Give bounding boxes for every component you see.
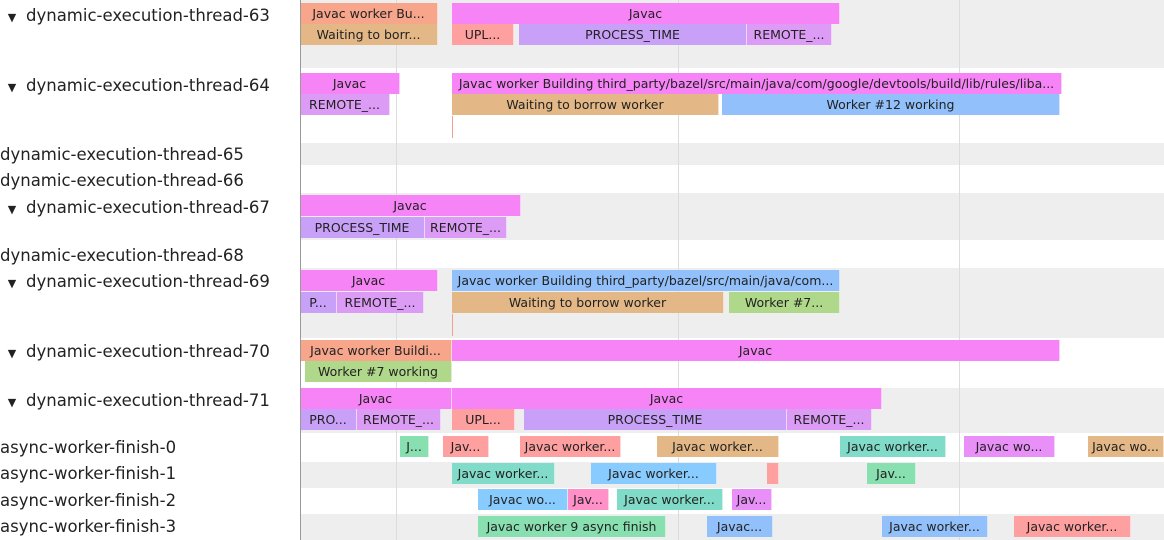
triangle-down-icon[interactable]: ▼ (7, 11, 17, 24)
trace-slice[interactable]: UPL... (452, 409, 515, 430)
trace-slice[interactable]: P... (300, 292, 337, 313)
trace-slice[interactable]: Javac worker Building third_party/bazel/… (452, 73, 1062, 94)
track-label-text: dynamic-execution-thread-67 (26, 198, 270, 217)
trace-slice[interactable]: Javac (452, 3, 840, 24)
track-label[interactable]: dynamic-execution-thread-66 (0, 171, 244, 191)
trace-slice[interactable]: Jav... (867, 463, 916, 484)
trace-slice[interactable]: Javac wo... (1088, 436, 1164, 457)
track-band (301, 165, 1164, 193)
trace-slice[interactable]: Javac worker Bu... (300, 3, 438, 24)
track-label-text: dynamic-execution-thread-71 (26, 391, 270, 410)
trace-slice[interactable]: Javac worker... (657, 436, 779, 457)
trace-slice[interactable]: Javac worker... (520, 436, 621, 457)
trace-slice[interactable]: REMOTE_... (300, 94, 390, 115)
trace-slice[interactable]: PRO... (300, 409, 357, 430)
trace-slice[interactable]: Javac (452, 388, 882, 409)
track-label-text: dynamic-execution-thread-65 (0, 145, 244, 164)
trace-slice[interactable]: Worker #7... (729, 292, 840, 313)
trace-slice[interactable]: UPL... (452, 24, 514, 45)
track-label[interactable]: dynamic-execution-thread-68 (0, 246, 244, 266)
trace-slice[interactable]: REMOTE_... (357, 409, 441, 430)
track-band (301, 240, 1164, 268)
track-label-text: async-worker-finish-2 (0, 491, 177, 510)
trace-slice[interactable]: REMOTE_... (787, 409, 872, 430)
flow-marker (452, 314, 453, 336)
trace-slice[interactable]: Waiting to borrow worker (452, 94, 719, 115)
trace-slice[interactable]: Javac worker... (840, 436, 946, 457)
trace-slice[interactable]: PROCESS_TIME (300, 217, 425, 238)
trace-slice[interactable]: PROCESS_TIME (519, 24, 747, 45)
track-labels-panel: ▼ dynamic-execution-thread-63 ▼ dynamic-exe… (0, 0, 301, 540)
trace-slice[interactable]: Javac wo... (478, 489, 568, 510)
trace-slice[interactable]: PROCESS_TIME (524, 409, 787, 430)
trace-slice[interactable]: Javac (300, 270, 438, 291)
track-label[interactable]: dynamic-execution-thread-65 (0, 145, 244, 165)
trace-slice[interactable]: Javac (300, 388, 452, 409)
trace-slice[interactable]: Javac worker Buildi... (300, 340, 452, 361)
track-label[interactable]: ▼ dynamic-execution-thread-71 (0, 391, 270, 413)
trace-slice[interactable]: Worker #12 working (722, 94, 1060, 115)
triangle-down-icon[interactable]: ▼ (7, 396, 17, 409)
grid-line (959, 0, 960, 540)
trace-slice[interactable] (767, 463, 779, 484)
track-label[interactable]: async-worker-finish-3 (0, 517, 176, 537)
track-label[interactable]: async-worker-finish-0 (0, 438, 176, 458)
triangle-down-icon[interactable]: ▼ (7, 347, 17, 360)
track-label[interactable]: async-worker-finish-2 (0, 491, 176, 511)
track-band (301, 143, 1164, 165)
track-label-text: async-worker-finish-1 (0, 464, 177, 483)
trace-slice[interactable]: REMOTE_... (425, 217, 507, 238)
trace-slice[interactable]: Jav... (443, 436, 489, 457)
trace-slice[interactable]: Javac worker... (882, 516, 988, 537)
track-band (301, 462, 1164, 488)
trace-slice[interactable]: Javac wo... (964, 436, 1055, 457)
trace-slice[interactable]: Javac worker... (617, 489, 723, 510)
trace-slice[interactable]: Javac... (707, 516, 773, 537)
track-label[interactable]: ▼ dynamic-execution-thread-64 (0, 76, 270, 98)
trace-slice[interactable]: Waiting to borrow worker (452, 292, 724, 313)
trace-slice[interactable]: J... (400, 436, 429, 457)
track-label[interactable]: async-worker-finish-1 (0, 464, 176, 484)
trace-slice[interactable]: Worker #7 working (305, 361, 452, 382)
trace-slice[interactable]: Javac worker 9 async finish (478, 516, 666, 537)
trace-slice[interactable]: Javac worker... (591, 463, 717, 484)
track-label-text: dynamic-execution-thread-68 (0, 246, 244, 265)
track-label-text: async-worker-finish-0 (0, 438, 177, 457)
trace-slice[interactable]: Jav... (732, 489, 772, 510)
trace-slice[interactable]: Javac worker... (1014, 516, 1131, 537)
track-label-text: dynamic-execution-thread-66 (0, 171, 244, 190)
triangle-down-icon[interactable]: ▼ (7, 203, 17, 216)
track-label[interactable]: ▼ dynamic-execution-thread-67 (0, 198, 270, 220)
triangle-down-icon[interactable]: ▼ (7, 81, 17, 94)
triangle-down-icon[interactable]: ▼ (7, 277, 17, 290)
track-label-text: dynamic-execution-thread-69 (26, 272, 270, 291)
trace-slice[interactable]: Waiting to borr... (300, 24, 438, 45)
track-label-text: dynamic-execution-thread-63 (26, 6, 270, 25)
trace-slice[interactable]: REMOTE_... (337, 292, 424, 313)
flow-marker (452, 116, 453, 138)
trace-slice[interactable]: Javac worker... (452, 463, 555, 484)
trace-slice[interactable]: Javac worker Building third_party/bazel/… (452, 270, 840, 291)
trace-slice[interactable]: Javac (300, 73, 400, 94)
track-label[interactable]: ▼ dynamic-execution-thread-70 (0, 342, 270, 364)
track-label-text: dynamic-execution-thread-64 (26, 76, 270, 95)
trace-slice[interactable]: REMOTE_... (747, 24, 832, 45)
trace-slice[interactable]: Javac (300, 195, 521, 216)
track-label[interactable]: ▼ dynamic-execution-thread-63 (0, 6, 270, 28)
trace-slice[interactable]: Javac (452, 340, 1060, 361)
trace-slice[interactable]: Jav... (568, 489, 609, 510)
track-label[interactable]: ▼ dynamic-execution-thread-69 (0, 272, 270, 294)
track-label-text: async-worker-finish-3 (0, 517, 177, 536)
track-label-text: dynamic-execution-thread-70 (26, 342, 270, 361)
